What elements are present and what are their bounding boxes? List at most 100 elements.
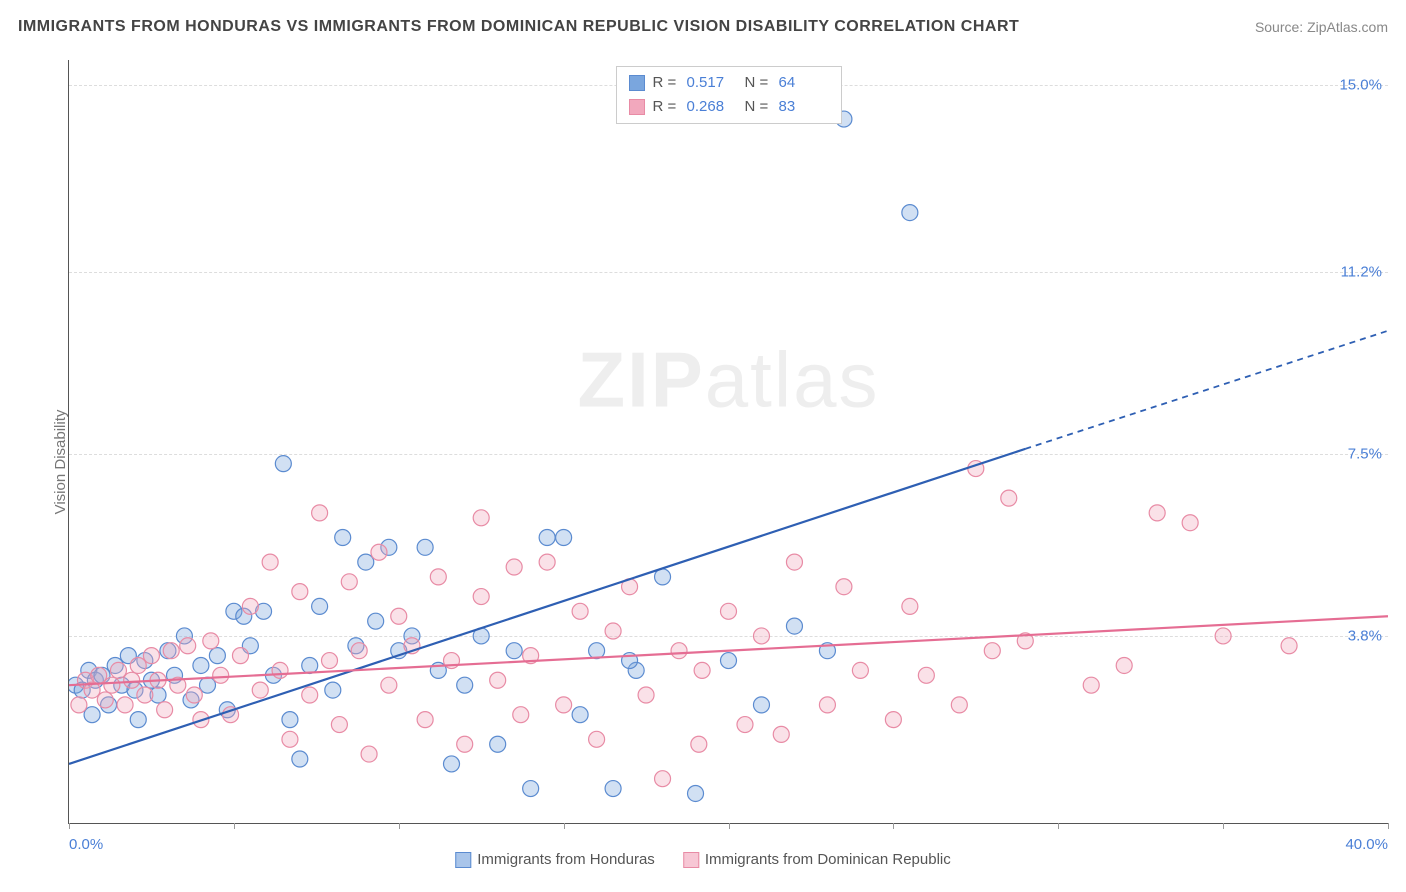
data-point	[918, 667, 934, 683]
plot-svg	[69, 60, 1388, 823]
x-tick	[1058, 823, 1059, 829]
data-point	[91, 667, 107, 683]
data-point	[473, 510, 489, 526]
data-point	[209, 648, 225, 664]
correlation-legend: R = 0.517 N = 64 R = 0.268 N = 83	[616, 66, 842, 124]
data-point	[186, 687, 202, 703]
data-point	[203, 633, 219, 649]
x-tick	[234, 823, 235, 829]
trend-line-extrapolated	[1025, 331, 1388, 449]
data-point	[786, 618, 802, 634]
data-point	[819, 697, 835, 713]
legend-stat: N =	[745, 71, 771, 95]
data-point	[282, 712, 298, 728]
data-point	[753, 628, 769, 644]
data-point	[312, 505, 328, 521]
plot-area: ZIPatlas R =0.517N =64R =0.268N =83 3.8%…	[68, 60, 1388, 824]
legend-stat: R =	[653, 71, 679, 95]
data-point	[1149, 505, 1165, 521]
legend-row: R = 0.517 N = 64	[629, 71, 829, 95]
data-point	[694, 662, 710, 678]
data-point	[302, 657, 318, 673]
data-point	[143, 648, 159, 664]
data-point	[1182, 515, 1198, 531]
data-point	[605, 781, 621, 797]
data-point	[292, 751, 308, 767]
data-point	[417, 712, 433, 728]
data-point	[371, 544, 387, 560]
data-point	[312, 598, 328, 614]
data-point	[523, 781, 539, 797]
data-point	[572, 603, 588, 619]
data-point	[163, 643, 179, 659]
legend-stat: 83	[779, 95, 829, 119]
data-point	[671, 643, 687, 659]
data-point	[97, 692, 113, 708]
x-tick	[399, 823, 400, 829]
data-point	[773, 726, 789, 742]
data-point	[885, 712, 901, 728]
chart-title: IMMIGRANTS FROM HONDURAS VS IMMIGRANTS F…	[18, 18, 1019, 36]
data-point	[368, 613, 384, 629]
data-point	[721, 653, 737, 669]
data-point	[130, 712, 146, 728]
data-point	[262, 554, 278, 570]
y-axis-label: Vision Disability	[52, 410, 69, 515]
data-point	[1215, 628, 1231, 644]
data-point	[786, 554, 802, 570]
chart-container: Vision Disability ZIPatlas R =0.517N =64…	[18, 50, 1388, 874]
legend-stat: 0.517	[687, 71, 737, 95]
data-point	[852, 662, 868, 678]
legend-item: Immigrants from Dominican Republic	[683, 851, 951, 868]
data-point	[1001, 490, 1017, 506]
data-point	[282, 731, 298, 747]
legend-stat: 64	[779, 71, 829, 95]
legend-label: Immigrants from Honduras	[477, 851, 655, 868]
data-point	[902, 598, 918, 614]
trend-line	[69, 616, 1388, 685]
data-point	[381, 677, 397, 693]
data-point	[688, 785, 704, 801]
data-point	[242, 598, 258, 614]
legend-stat: 0.268	[687, 95, 737, 119]
x-max-label: 40.0%	[1345, 836, 1388, 853]
trend-line	[69, 449, 1025, 764]
data-point	[292, 584, 308, 600]
x-tick	[1223, 823, 1224, 829]
data-point	[539, 554, 555, 570]
data-point	[275, 456, 291, 472]
legend-swatch	[629, 75, 645, 91]
data-point	[104, 677, 120, 693]
data-point	[322, 653, 338, 669]
data-point	[391, 608, 407, 624]
data-point	[556, 529, 572, 545]
data-point	[331, 717, 347, 733]
legend-stat: N =	[745, 95, 771, 119]
data-point	[430, 569, 446, 585]
data-point	[556, 697, 572, 713]
data-point	[490, 672, 506, 688]
data-point	[539, 529, 555, 545]
data-point	[302, 687, 318, 703]
x-origin-label: 0.0%	[69, 836, 103, 853]
data-point	[180, 638, 196, 654]
legend-swatch	[629, 99, 645, 115]
x-tick	[729, 823, 730, 829]
legend-swatch	[455, 852, 471, 868]
x-tick	[564, 823, 565, 829]
x-tick	[1388, 823, 1389, 829]
data-point	[737, 717, 753, 733]
data-point	[572, 707, 588, 723]
data-point	[358, 554, 374, 570]
data-point	[721, 603, 737, 619]
data-point	[836, 579, 852, 595]
legend-label: Immigrants from Dominican Republic	[705, 851, 951, 868]
legend-stat: R =	[653, 95, 679, 119]
data-point	[655, 771, 671, 787]
data-point	[351, 643, 367, 659]
data-point	[951, 697, 967, 713]
x-tick	[893, 823, 894, 829]
data-point	[984, 643, 1000, 659]
legend-item: Immigrants from Honduras	[455, 851, 655, 868]
legend-row: R = 0.268 N = 83	[629, 95, 829, 119]
